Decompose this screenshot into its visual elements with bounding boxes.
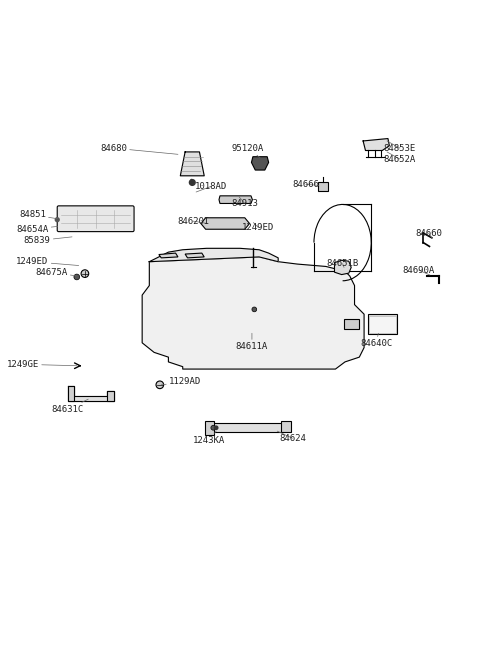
Text: 84680: 84680 bbox=[100, 144, 178, 154]
Text: 84853E: 84853E bbox=[384, 141, 416, 152]
Text: 1249GE: 1249GE bbox=[7, 360, 77, 369]
Polygon shape bbox=[201, 217, 250, 229]
Text: 1249ED: 1249ED bbox=[16, 257, 79, 266]
Text: 1018AD: 1018AD bbox=[195, 182, 228, 192]
Bar bbox=[368, 314, 397, 334]
Polygon shape bbox=[219, 196, 252, 204]
Text: 84851: 84851 bbox=[19, 210, 58, 219]
Polygon shape bbox=[68, 386, 114, 401]
FancyBboxPatch shape bbox=[57, 206, 134, 232]
Polygon shape bbox=[252, 157, 269, 170]
Bar bbox=[210, 424, 283, 432]
Text: 84631C: 84631C bbox=[51, 399, 88, 414]
Polygon shape bbox=[363, 139, 389, 150]
Bar bbox=[204, 420, 214, 435]
Bar bbox=[68, 386, 74, 401]
Bar bbox=[369, 315, 396, 333]
Text: 84624: 84624 bbox=[277, 431, 306, 443]
Circle shape bbox=[74, 274, 80, 280]
Text: 95120A: 95120A bbox=[231, 144, 264, 158]
Text: 84666: 84666 bbox=[292, 180, 319, 189]
Circle shape bbox=[214, 425, 218, 430]
Bar bbox=[108, 390, 114, 401]
Text: 1129AD: 1129AD bbox=[161, 378, 201, 386]
Circle shape bbox=[190, 179, 195, 185]
Text: 84640C: 84640C bbox=[360, 333, 392, 348]
Text: 84620I: 84620I bbox=[177, 217, 209, 225]
Text: 84652A: 84652A bbox=[384, 152, 416, 164]
Circle shape bbox=[81, 270, 89, 277]
Text: 84675A: 84675A bbox=[36, 267, 77, 277]
Circle shape bbox=[55, 217, 59, 221]
Circle shape bbox=[252, 307, 257, 312]
Bar bbox=[281, 420, 290, 432]
Text: 84611A: 84611A bbox=[236, 333, 268, 351]
Text: 84913: 84913 bbox=[231, 197, 258, 208]
Circle shape bbox=[156, 381, 164, 389]
Polygon shape bbox=[149, 248, 278, 261]
Text: 84654A: 84654A bbox=[16, 225, 58, 234]
Bar bbox=[344, 319, 360, 329]
Text: 1249ED: 1249ED bbox=[242, 223, 274, 232]
Polygon shape bbox=[159, 253, 178, 258]
Text: 84690A: 84690A bbox=[403, 266, 435, 275]
Text: 84651B: 84651B bbox=[326, 259, 359, 268]
Text: 1243KA: 1243KA bbox=[193, 431, 225, 445]
Polygon shape bbox=[335, 260, 351, 275]
Polygon shape bbox=[142, 257, 364, 369]
Circle shape bbox=[211, 425, 216, 430]
Polygon shape bbox=[180, 152, 204, 176]
Text: 84660: 84660 bbox=[415, 229, 442, 238]
Text: 85839: 85839 bbox=[24, 236, 72, 245]
Polygon shape bbox=[185, 253, 204, 258]
Bar bbox=[318, 183, 328, 191]
